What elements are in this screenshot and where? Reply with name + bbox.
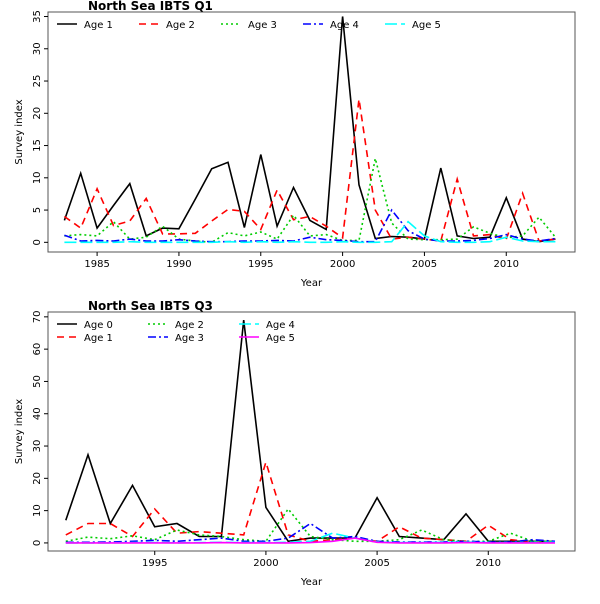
chart-title: North Sea IBTS Q3 (88, 299, 213, 313)
x-tick-label: 2005 (412, 259, 437, 270)
y-tick-label: 5 (32, 207, 43, 213)
legend-label: Age 3 (248, 20, 277, 31)
chart-title: North Sea IBTS Q1 (88, 0, 213, 13)
y-axis-label: Survey index (14, 399, 25, 464)
y-tick-label: 20 (32, 472, 43, 485)
plot-frame (47, 311, 576, 552)
legend-label: Age 2 (175, 320, 204, 331)
x-tick-label: 1990 (166, 259, 191, 270)
plot-frame (47, 11, 576, 253)
series-line-age-5 (65, 537, 555, 544)
legend-label: Age 0 (84, 320, 113, 331)
y-tick-label: 10 (32, 504, 43, 517)
series-line-age-0 (65, 320, 555, 543)
y-tick-label: 0 (32, 239, 43, 245)
x-tick-label: 1995 (142, 558, 167, 569)
chart-2: 1995 2000 2005 2010 0 10 20 30 40 50 60 70 North Sea… (14, 299, 576, 588)
series-line-age-2 (63, 98, 556, 242)
x-tick-label: 1995 (248, 259, 273, 270)
series-line-age-5 (64, 220, 556, 244)
y-tick-label: 25 (32, 75, 43, 88)
x-tick-label: 2005 (364, 558, 389, 569)
series-line-age-3 (64, 158, 557, 244)
legend: Age 0 Age 1 Age 2 Age 3 Age 4 Age 5 (57, 320, 295, 344)
legend-label: Age 4 (266, 320, 295, 331)
y-tick-label: 70 (32, 310, 43, 323)
x-tick-label: 2010 (476, 558, 501, 569)
y-tick-label: 20 (32, 107, 43, 120)
y-tick-label: 60 (32, 343, 43, 356)
series-line-age-1 (65, 459, 556, 543)
legend-label: Age 1 (84, 20, 113, 31)
legend-label: Age 5 (266, 333, 295, 344)
y-tick-label: 40 (32, 407, 43, 420)
x-tick-label: 2000 (253, 558, 278, 569)
legend-label: Age 4 (330, 20, 359, 31)
legend-label: Age 1 (84, 333, 113, 344)
legend-label: Age 3 (175, 333, 204, 344)
chart-1: 1985 1990 1995 2000 2005 2010 0 5 10 15 20 25 30 35 No… (14, 0, 576, 289)
x-axis-label: Year (300, 278, 323, 289)
x-tick-label: 1985 (84, 259, 109, 270)
x-tick-label: 2010 (494, 259, 519, 270)
series-line-age-2 (65, 507, 555, 543)
y-tick-label: 15 (32, 139, 43, 152)
y-tick-label: 50 (32, 375, 43, 388)
series-line-age-4 (64, 208, 556, 243)
legend-label: Age 5 (412, 20, 441, 31)
legend: Age 1 Age 2 Age 3 Age 4 Age 5 (57, 20, 441, 31)
y-tick-label: 10 (32, 171, 43, 184)
y-tick-label: 30 (32, 42, 43, 55)
legend-label: Age 2 (166, 20, 195, 31)
series-line-age-1 (63, 16, 556, 243)
y-axis-label: Survey index (14, 99, 25, 164)
y-tick-label: 30 (32, 440, 43, 453)
x-axis-label: Year (300, 577, 323, 588)
x-tick-label: 2000 (330, 259, 355, 270)
y-tick-label: 35 (32, 10, 43, 23)
y-tick-label: 0 (32, 540, 43, 546)
